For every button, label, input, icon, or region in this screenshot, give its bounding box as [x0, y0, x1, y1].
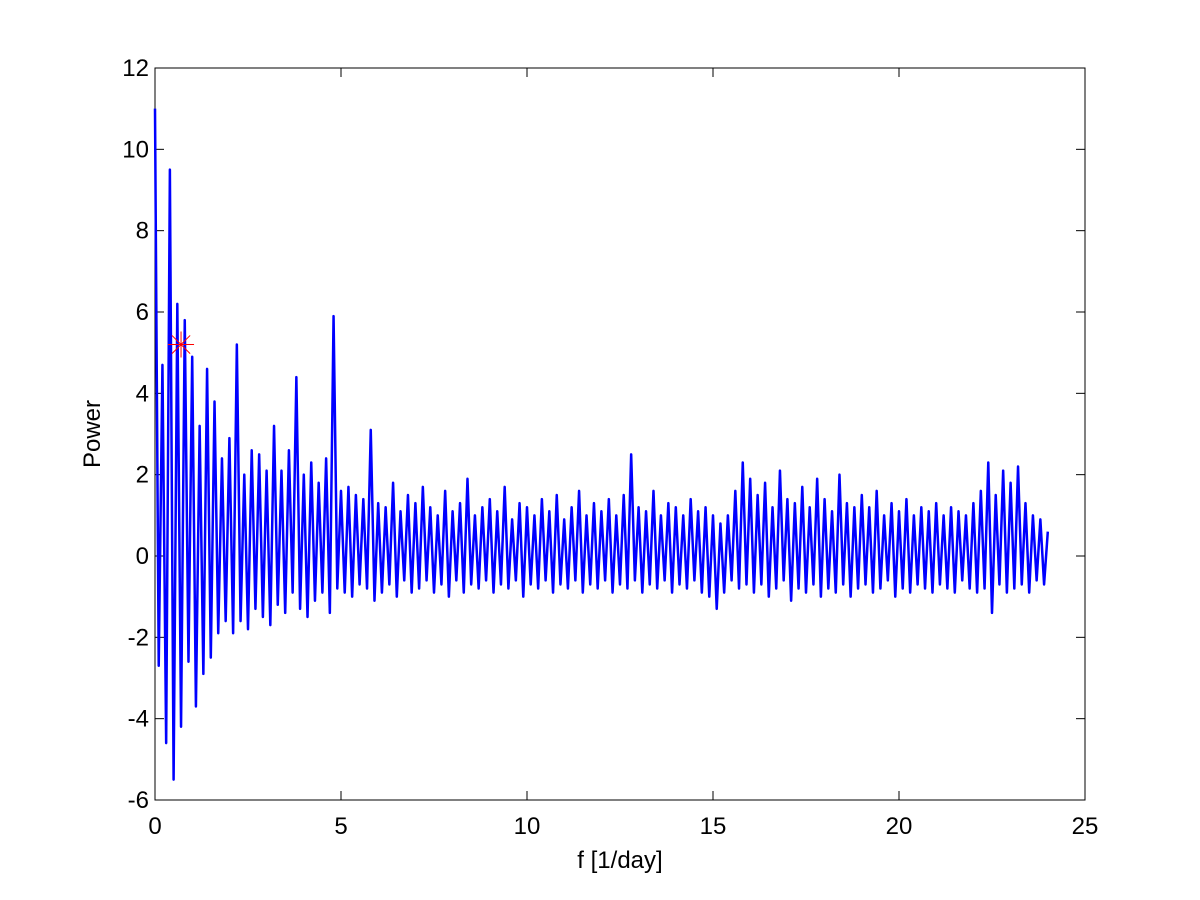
- line-series: [153, 108, 1050, 781]
- y-tick-label: 10: [122, 136, 149, 163]
- x-tick-label: 0: [148, 813, 161, 840]
- y-tick-label: -4: [128, 706, 149, 733]
- x-tick-label: 25: [1072, 813, 1099, 840]
- y-tick-label: 4: [136, 380, 149, 407]
- y-tick-label: 6: [136, 299, 149, 326]
- star-marker: [168, 331, 195, 358]
- x-tick-label: 10: [514, 813, 541, 840]
- y-tick-label: -6: [128, 787, 149, 814]
- x-axis-label: f [1/day]: [577, 847, 662, 874]
- x-tick-label: 15: [700, 813, 727, 840]
- y-axis-label: Power: [79, 400, 106, 468]
- x-tick-label: 5: [334, 813, 347, 840]
- y-tick-label: 0: [136, 543, 149, 570]
- x-tick-label: 20: [886, 813, 913, 840]
- y-tick-label: 8: [136, 218, 149, 245]
- plot-area: [154, 67, 1086, 801]
- y-tick-label: 12: [122, 55, 149, 82]
- y-tick-label: -2: [128, 624, 149, 651]
- y-tick-label: 2: [136, 462, 149, 489]
